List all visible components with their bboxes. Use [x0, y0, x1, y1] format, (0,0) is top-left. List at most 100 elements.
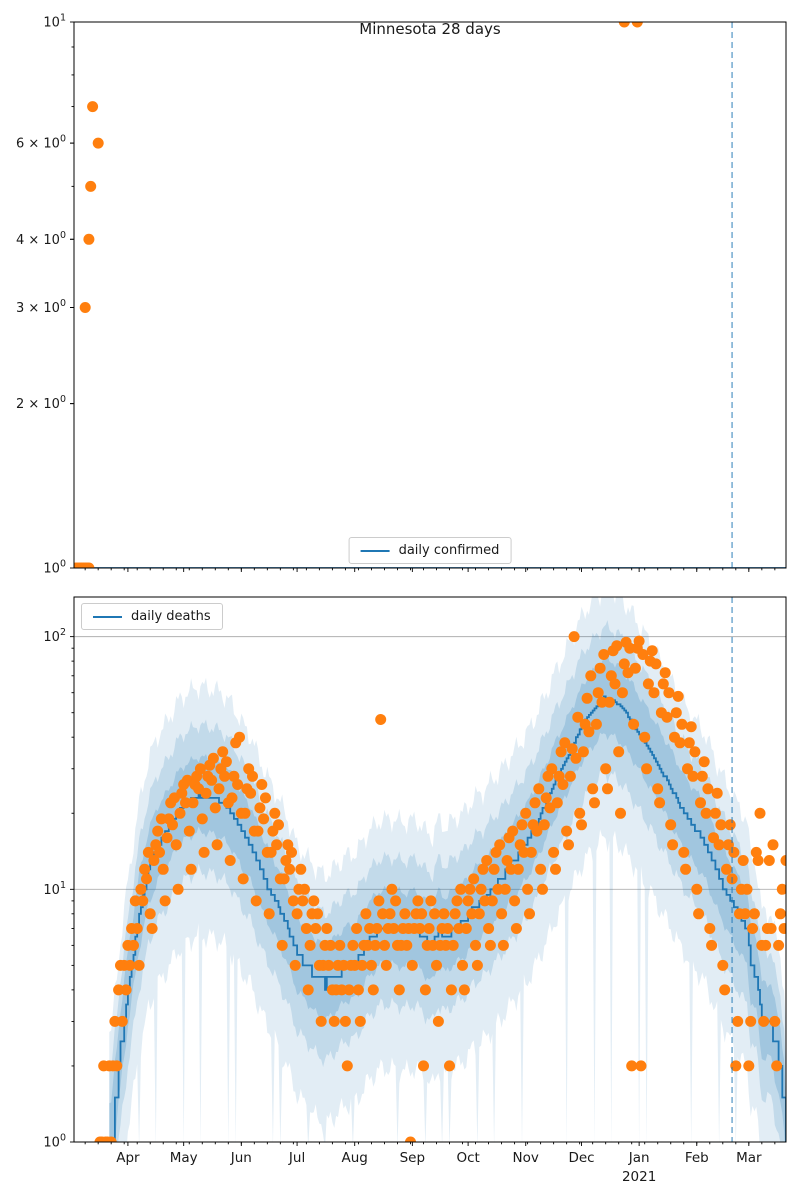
scatter-point [672, 690, 684, 702]
scatter-point [170, 839, 182, 851]
axes-daily-confirmed: 100 2 × 100 3 × 100 4 × 100 6 × 100 101 [16, 13, 787, 577]
scatter-point [133, 959, 145, 971]
scatter-point [576, 819, 587, 831]
scatter-point [496, 908, 508, 920]
scatter-point [85, 180, 97, 192]
x-tick-label: Aug [342, 1150, 368, 1166]
scatter-point [702, 783, 714, 795]
scatter-point [352, 984, 364, 996]
scatter-point [516, 819, 528, 831]
scatter-point [300, 923, 312, 934]
scatter-point [176, 787, 188, 799]
scatter-point [157, 863, 169, 875]
scatter-point [609, 678, 621, 690]
y-gridlines [74, 636, 786, 890]
scatter-point [771, 1060, 783, 1072]
y-tick-label: 102 [43, 627, 66, 645]
scatter-point [373, 895, 385, 907]
scatter-point [321, 923, 333, 934]
scatter-point [670, 707, 682, 719]
scatter-point [269, 807, 281, 819]
scatter-point [393, 984, 405, 996]
scatter-point [429, 908, 441, 920]
scatter-point [648, 687, 660, 699]
scatter-point [747, 923, 758, 934]
scatter-point [414, 923, 426, 934]
scatter-point [572, 711, 584, 723]
scatter-point [289, 959, 301, 971]
scatter-point [737, 855, 749, 866]
scatter-point [618, 22, 630, 28]
scatter-point [687, 770, 699, 782]
y-tick-label: 6 × 100 [16, 134, 66, 152]
scatter-point [135, 883, 147, 895]
scatter-point [254, 802, 266, 814]
scatter-point [540, 792, 552, 804]
scatter-point [752, 855, 764, 866]
scatter-point [287, 895, 299, 907]
scatter-point [696, 770, 708, 782]
scatter-point [475, 883, 487, 895]
scatter-point [483, 923, 495, 934]
scatter-point [551, 797, 563, 809]
scatter-point [250, 895, 262, 907]
scatter-point [213, 783, 225, 795]
scatter-point [187, 797, 199, 809]
scatter-point [167, 819, 178, 831]
scatter-point [661, 711, 673, 723]
scatter-point [685, 721, 697, 733]
scatter-point [592, 687, 604, 699]
scatter-point [693, 908, 705, 920]
y-tick-label: 101 [43, 13, 66, 31]
scatter-point [724, 819, 736, 831]
scatter-point [512, 863, 524, 875]
scatter-point [198, 846, 210, 858]
scatter-point [252, 825, 264, 837]
scatter-point [637, 649, 649, 660]
scatter-point [611, 640, 623, 652]
axes-daily-deaths: Apr May Jun Jul Aug Sep Oct Nov Dec Jan 2021 Feb Mar… [43, 596, 787, 1185]
scatter-point [676, 718, 688, 730]
y-tick-label: 3 × 100 [16, 298, 66, 316]
scatter-point [680, 863, 692, 875]
scatter-point [343, 984, 355, 996]
x-ticks [84, 1142, 776, 1146]
scatter-point [537, 883, 548, 895]
scatter-point [172, 883, 184, 895]
x-tick-labels: Apr May Jun Jul Aug Sep Oct Nov Dec Jan 2021 Feb Mar [116, 1150, 762, 1185]
scatter-point [494, 839, 506, 851]
scatter-point [767, 839, 779, 851]
scatter-point [589, 797, 600, 809]
scatter-point [419, 984, 431, 996]
scatter-point [354, 1015, 366, 1027]
y-ticks [70, 636, 74, 1143]
axes-spines [73, 596, 787, 1143]
y-tick-label: 100 [43, 559, 66, 577]
scatter-point [585, 670, 597, 682]
scatter-point [577, 746, 589, 758]
scatter-point [769, 1015, 781, 1027]
x-tick-label: Jun [230, 1150, 252, 1166]
scatter-point [635, 1060, 647, 1072]
scatter-point [260, 792, 271, 804]
scatter-point [438, 908, 450, 920]
scatter-point [765, 923, 777, 934]
scatter-point [217, 746, 229, 758]
scatter-point [477, 863, 489, 875]
scatter-point [709, 807, 721, 819]
scatter-point [379, 939, 390, 951]
scatter-point [291, 908, 303, 920]
scatter-point [174, 807, 186, 819]
scatter-point [284, 863, 296, 875]
scatter-point [524, 908, 535, 920]
scatter-point [721, 863, 732, 875]
scatter-point [473, 908, 485, 920]
scatter-point [449, 908, 461, 920]
scatter-point [380, 959, 392, 971]
scatter-point [509, 895, 521, 907]
scatter-point [678, 846, 690, 858]
scatter-point [743, 1060, 755, 1072]
scatter-point [631, 22, 643, 28]
scatter-point [315, 1015, 327, 1027]
x-tick-label: Nov [513, 1150, 539, 1166]
